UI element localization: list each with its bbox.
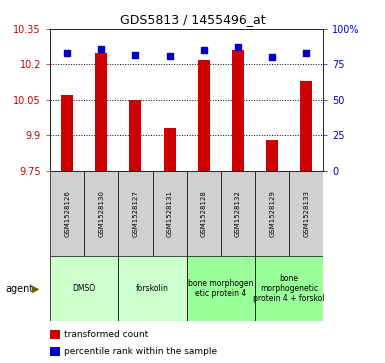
Text: GSM1528126: GSM1528126 bbox=[64, 190, 70, 237]
Bar bbox=[198, 60, 210, 171]
Text: percentile rank within the sample: percentile rank within the sample bbox=[64, 347, 217, 356]
Text: ▶: ▶ bbox=[32, 284, 39, 294]
Bar bbox=[300, 81, 312, 171]
Text: agent: agent bbox=[6, 284, 34, 294]
Bar bbox=[119, 256, 187, 321]
Text: transformed count: transformed count bbox=[64, 330, 148, 339]
Bar bbox=[232, 50, 244, 171]
Bar bbox=[255, 171, 289, 256]
Bar bbox=[84, 171, 119, 256]
Text: GSM1528128: GSM1528128 bbox=[201, 190, 207, 237]
Bar bbox=[129, 100, 141, 171]
Point bbox=[98, 46, 104, 52]
Text: GSM1528127: GSM1528127 bbox=[132, 190, 139, 237]
Text: forskolin: forskolin bbox=[136, 284, 169, 293]
Bar bbox=[164, 128, 176, 171]
Text: GSM1528131: GSM1528131 bbox=[167, 190, 172, 237]
Point bbox=[64, 50, 70, 56]
Point bbox=[201, 48, 207, 53]
Point bbox=[303, 50, 310, 56]
Bar bbox=[266, 140, 278, 171]
Bar bbox=[187, 256, 255, 321]
Text: DMSO: DMSO bbox=[73, 284, 96, 293]
Point bbox=[269, 54, 275, 60]
Bar bbox=[95, 53, 107, 171]
Text: GDS5813 / 1455496_at: GDS5813 / 1455496_at bbox=[120, 13, 265, 26]
Bar bbox=[187, 171, 221, 256]
Text: GSM1528132: GSM1528132 bbox=[235, 190, 241, 237]
Bar bbox=[152, 171, 187, 256]
Text: bone
morphogenetic
protein 4 + forskol: bone morphogenetic protein 4 + forskol bbox=[253, 274, 325, 303]
Text: GSM1528130: GSM1528130 bbox=[98, 190, 104, 237]
Point bbox=[167, 53, 173, 59]
Text: GSM1528133: GSM1528133 bbox=[303, 190, 309, 237]
Bar bbox=[221, 171, 255, 256]
Bar bbox=[119, 171, 152, 256]
Bar bbox=[61, 95, 73, 171]
Text: GSM1528129: GSM1528129 bbox=[269, 190, 275, 237]
Bar bbox=[289, 171, 323, 256]
Bar bbox=[50, 171, 84, 256]
Point bbox=[132, 52, 139, 57]
Point bbox=[235, 45, 241, 50]
Text: bone morphogen
etic protein 4: bone morphogen etic protein 4 bbox=[188, 279, 254, 298]
Bar bbox=[50, 256, 119, 321]
Bar bbox=[255, 256, 323, 321]
